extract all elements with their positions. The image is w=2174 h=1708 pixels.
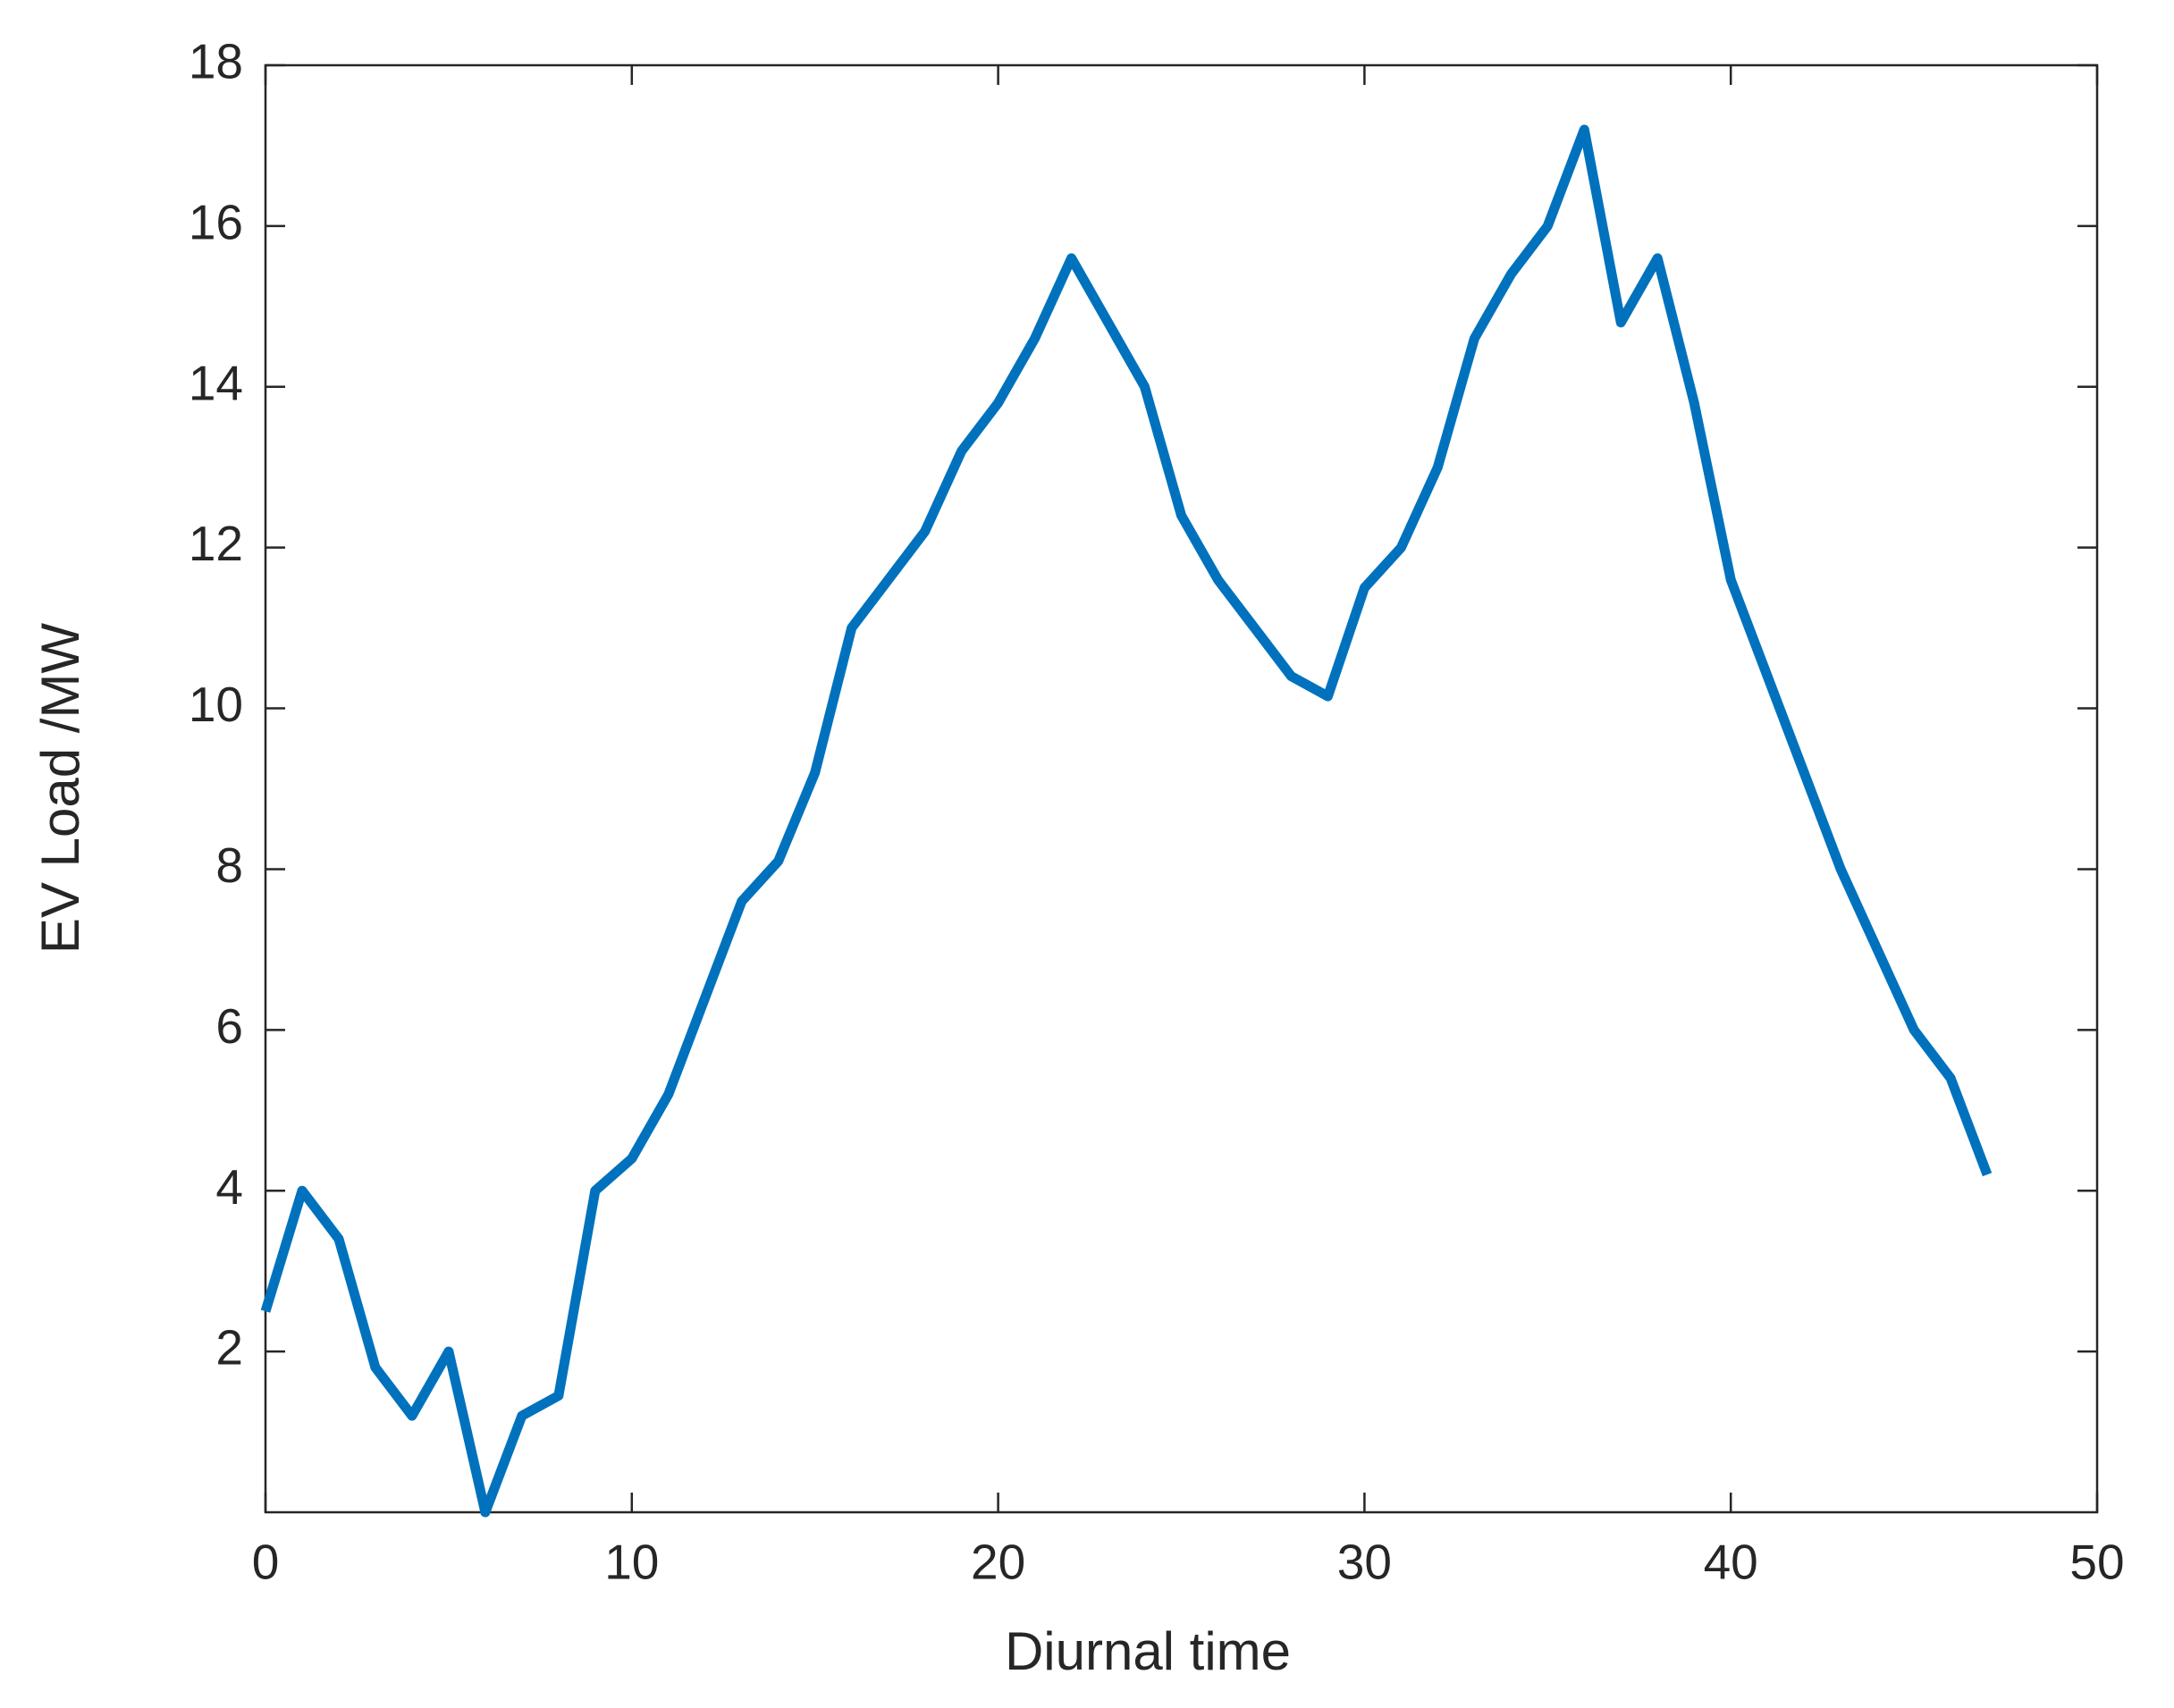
x-tick-label: 20 bbox=[971, 1535, 1025, 1590]
data-line bbox=[260, 124, 1993, 1518]
y-tick-label: 6 bbox=[215, 998, 243, 1054]
y-tick-label: 16 bbox=[189, 194, 243, 249]
y-tick-label: 2 bbox=[215, 1320, 243, 1376]
x-tick-label: 50 bbox=[2069, 1535, 2124, 1590]
plot-frame bbox=[264, 63, 2099, 1514]
y-tick-label: 10 bbox=[189, 677, 243, 732]
y-tick-label: 18 bbox=[189, 34, 243, 89]
y-tick-label: 12 bbox=[189, 516, 243, 571]
x-axis-label: Diurnal time bbox=[1005, 1621, 1291, 1681]
x-tick-label: 30 bbox=[1337, 1535, 1392, 1590]
y-tick-label: 8 bbox=[215, 837, 243, 893]
y-tick-label: 4 bbox=[215, 1159, 243, 1215]
y-axis-label: EV Load /MW bbox=[30, 623, 90, 955]
y-tick-label: 14 bbox=[189, 355, 243, 410]
x-tick-label: 10 bbox=[604, 1535, 659, 1590]
x-tick-label: 40 bbox=[1704, 1535, 1758, 1590]
x-tick-label: 0 bbox=[252, 1535, 280, 1590]
